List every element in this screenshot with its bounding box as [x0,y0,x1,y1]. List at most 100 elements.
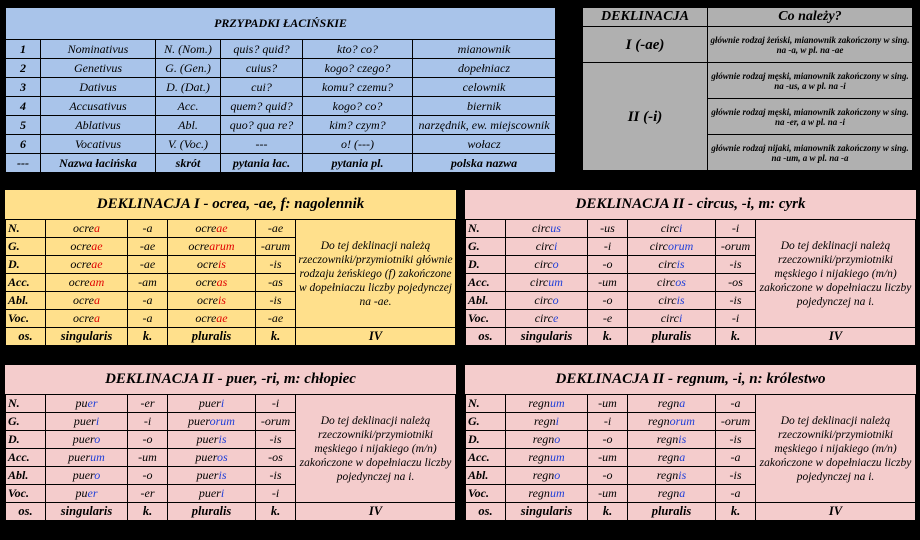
description: głównie rodzaj żeński, mianownik zakończ… [707,26,913,63]
description: głównie rodzaj męski, mianownik zakończo… [707,62,913,99]
cell: quem? quid? [220,96,303,116]
word-cell: regnum [505,448,588,467]
word-stem: puer [72,468,95,482]
word-cell: puerorum [167,412,256,431]
footer-cell: pluralis [627,327,716,346]
word-stem: puer [188,414,210,428]
word-stem: regn [532,468,555,482]
word-cell: regna [627,394,716,413]
footer-row: os. singularis k. pluralis k. IV [5,502,457,521]
ending-cell: -arum [255,237,296,256]
panel-title: DEKLINACJA II - puer, -ri, m: chłopiec [105,371,356,387]
cell: Vocativus [40,134,156,154]
case-label: Voc. [465,484,506,503]
word-stem: regn [657,396,680,410]
word-cell: ocreae [45,255,128,274]
ending-cell: -a [127,291,168,310]
word-stem: ocre [197,293,218,307]
word-cell: puer [45,484,128,503]
ending-cell: -ae [127,255,168,274]
word-cell: ocrea [45,219,128,238]
word-cell: pueri [45,412,128,431]
ending-cell: -us [587,219,628,238]
case-row: 2 Genetivus G. (Gen.) cuius? kogo? czego? dop… [5,58,556,78]
footer-row: --- Nazwa łacińska skrót pytania łac. pytani… [5,153,556,173]
ending-cell: -orum [715,237,756,256]
word-stem: circ [658,257,677,271]
word-stem: puer [196,432,219,446]
word-cell: circis [627,255,716,274]
word-ending: am [89,275,105,289]
cell: dopełniacz [412,58,556,78]
cell: Abl. [155,115,221,135]
cell: o! (---) [302,134,413,154]
footer-cell: k. [715,327,756,346]
word-ending: ae [216,311,228,325]
case-row: 5 Ablativus Abl. quo? qua re? kim? czym? narz… [5,115,556,135]
word-ending: i [555,414,559,428]
footer-cell: singularis [505,327,588,346]
word-ending: i [95,414,100,428]
case-row: D. circo -o circis -is [465,255,916,274]
ending-cell: -o [127,466,168,485]
word-cell: puero [45,430,128,449]
word-cell: circus [505,219,588,238]
word-stem: regn [534,414,556,428]
description: głównie rodzaj męski, mianownik zakończo… [707,98,913,135]
case-label: Voc. [5,484,46,503]
word-ending: is [676,293,685,307]
cell: Genetivus [40,58,156,78]
word-cell: ocream [45,273,128,292]
word-stem: circ [660,221,679,235]
word-cell: puero [45,466,128,485]
cell: komu? czemu? [302,77,413,97]
panel-title: DEKLINACJA II - regnum, -i, n: królestwo [555,371,826,387]
panel-title: DEKLINACJA I - ocrea, -ae, f: nagolennik [96,196,365,212]
word-ending: a [93,221,100,235]
word-ending: os [216,450,228,464]
footer-cell: k. [127,327,168,346]
word-ending: a [679,396,686,410]
header-cell: Co należy? [707,7,913,27]
word-stem: ocre [70,257,92,271]
footer-cell: IV [294,327,457,346]
case-label: Abl. [5,291,46,310]
word-cell: circo [505,255,588,274]
ending-cell: -o [587,430,628,449]
panel-title: DEKLINACJA II - circus, -i, m: cyrk [575,196,806,212]
case-row: Acc. ocream -am ocreas -as [5,273,456,292]
word-stem: regn [657,486,680,500]
cell: 3 [5,77,41,97]
footer-cell: IV [754,327,917,346]
word-ending: um [549,450,565,464]
word-cell: regna [627,484,716,503]
word-ending: i [553,239,558,253]
ending-cell: -um [587,273,628,292]
word-stem: circ [534,311,553,325]
word-cell: ocreas [167,273,256,292]
footer-cell: Nazwa łacińska [40,153,156,173]
word-stem: regn [532,432,555,446]
ending-cell: -o [587,255,628,274]
word-cell: regnum [505,484,588,503]
word-ending: is [217,293,226,307]
cell: biernik [412,96,556,116]
case-row: Abl. regno -o regnis -is [465,466,916,485]
cell: celownik [412,77,556,97]
word-stem: puer [198,486,221,500]
word-stem: puer [198,396,221,410]
declension-panel: DEKLINACJA II - regnum, -i, n: królestwo… [465,365,917,521]
word-ending: o [94,468,101,482]
case-label: G. [465,237,506,256]
ending-cell: -a [715,448,756,467]
cases-table: PRZYPADKI ŁACIŃSKIE 1 Nominativus N. (Nom.)… [5,7,556,173]
group-row: głównie rodzaj męski, mianownik zakończo… [583,98,913,135]
case-label: Acc. [465,448,506,467]
word-stem: regn [528,450,550,464]
ending-cell: -is [715,291,756,310]
title-row: DEKLINACJA II - circus, -i, m: cyrk [466,190,916,220]
cell: kogo? co? [302,96,413,116]
word-ending: a [679,486,686,500]
footer-cell: k. [715,502,756,521]
